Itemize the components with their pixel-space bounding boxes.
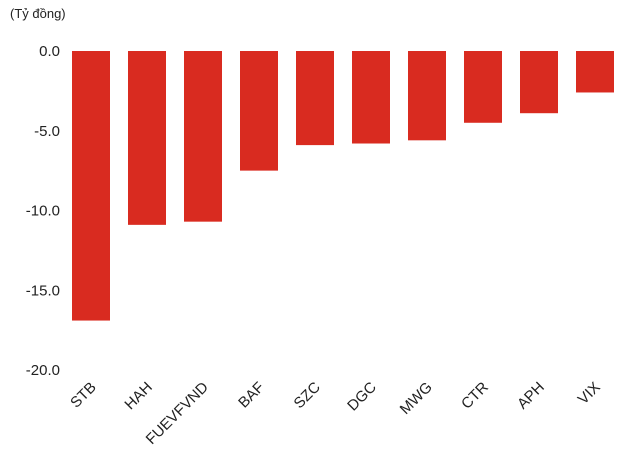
y-axis: 0.0 -5.0 -10.0 -15.0 -20.0 [26,43,60,379]
y-tick-label: -15.0 [26,282,60,299]
x-tick-label: APH [514,379,548,413]
x-tick-label: DGC [344,379,380,415]
y-tick-label: -5.0 [34,123,60,140]
bar-fuevfvnd [184,51,222,222]
y-tick-label: -10.0 [26,203,60,220]
x-tick-label: CTR [458,379,492,413]
x-tick-label: STB [67,379,100,412]
bar-szc [296,51,334,146]
bar-mwg [408,51,446,141]
y-tick-label: 0.0 [39,43,60,60]
x-tick-label: HAH [121,379,155,413]
bar-ctr [464,51,502,123]
unit-label: (Tỷ đồng) [10,6,66,21]
bar-dgc [352,51,390,144]
x-tick-label: SZC [291,379,324,412]
bar-stb [72,51,110,321]
x-tick-label: BAF [235,379,268,412]
bar-baf [240,51,278,171]
x-tick-label: VIX [575,379,604,408]
bar-hah [128,51,166,225]
y-tick-label: -20.0 [26,362,60,379]
bar-vix [576,51,614,93]
bar-aph [520,51,558,114]
bars [72,51,614,321]
x-tick-label: MWG [397,379,436,418]
